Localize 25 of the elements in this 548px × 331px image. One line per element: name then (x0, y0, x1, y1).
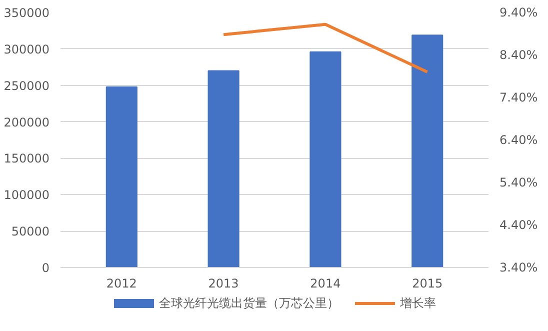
y-tick-label: 100000 (4, 188, 50, 202)
y-tick-label: 300000 (4, 42, 50, 56)
y-tick-label: 250000 (4, 78, 50, 93)
x-tick-label: 2012 (106, 276, 137, 290)
legend-label: 增长率 (400, 295, 436, 312)
x-tick-label: 2014 (310, 276, 341, 290)
y2-tick-label: 6.40% (500, 133, 538, 147)
y-tick-label: 50000 (11, 224, 50, 239)
bar (310, 51, 342, 268)
y-tick-label: 0 (42, 261, 50, 275)
y-tick-label: 200000 (4, 115, 50, 130)
y-tick-label: 150000 (4, 152, 50, 166)
bar (412, 34, 444, 268)
y2-tick-label: 5.40% (500, 176, 538, 190)
x-tick-label: 2013 (208, 276, 239, 290)
y2-tick-label: 4.40% (500, 218, 538, 232)
bar (106, 86, 138, 268)
y2-tick-label: 8.40% (500, 48, 538, 62)
x-tick-label: 2015 (412, 276, 443, 290)
y2-tick-label: 3.40% (500, 260, 538, 274)
legend-label: 全球光纤光缆出货量（万芯公里） (159, 295, 339, 312)
y2-tick-label: 7.40% (500, 90, 538, 104)
y2-tick-label: 9.40% (500, 6, 538, 20)
y-tick-label: 350000 (4, 6, 50, 20)
bar (208, 70, 240, 268)
